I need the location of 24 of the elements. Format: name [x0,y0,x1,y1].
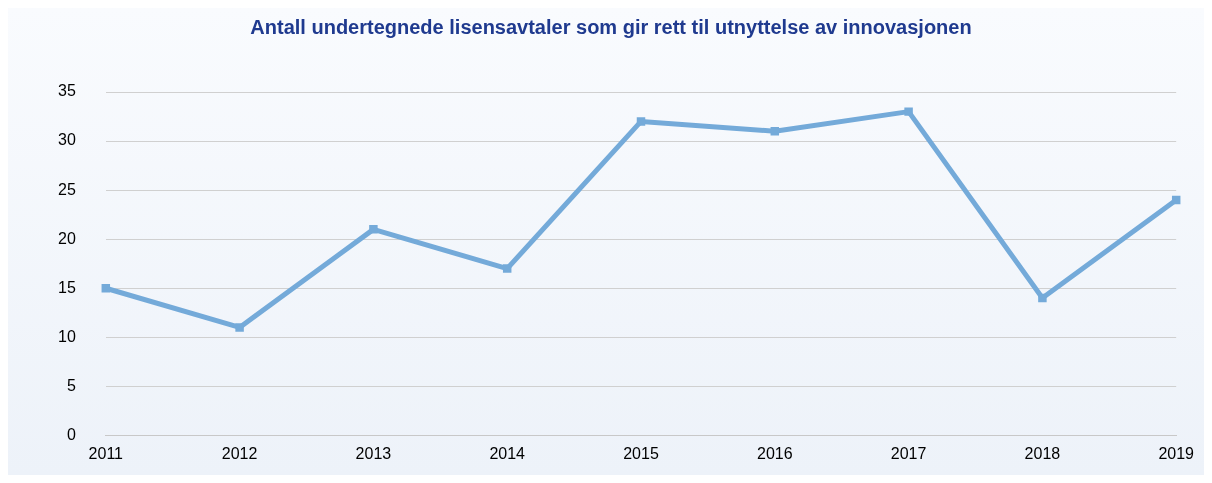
y-tick-label: 20 [58,229,76,247]
y-tick-label: 15 [58,278,76,296]
x-tick-label: 2013 [355,445,392,463]
chart-title: Antall undertegnede lisensavtaler som gir rett til utnyttelse av innovasjonen [250,15,972,38]
point [235,323,244,332]
y-tick-label: 35 [58,82,76,100]
point [502,264,512,273]
y-tick-label: 30 [58,131,76,149]
y-tick-label: 10 [58,327,76,345]
x-tick-label: 2014 [489,445,526,463]
y-tick-label: 25 [58,180,76,198]
x-tick-label: 2016 [757,445,793,463]
x-tick-label: 2018 [1024,445,1061,463]
x-tick-label: 2015 [623,445,659,463]
x-tick-label: 2019 [1158,445,1195,463]
x-tick-label: 2017 [890,445,927,463]
y-tick-label: 0 [66,425,76,443]
point [1038,293,1047,303]
point [369,225,378,234]
y-tick-label: 5 [66,376,76,394]
point [636,117,646,126]
x-tick-label: 2012 [221,445,258,463]
x-tick-label: 2011 [88,445,124,463]
point [904,107,913,116]
